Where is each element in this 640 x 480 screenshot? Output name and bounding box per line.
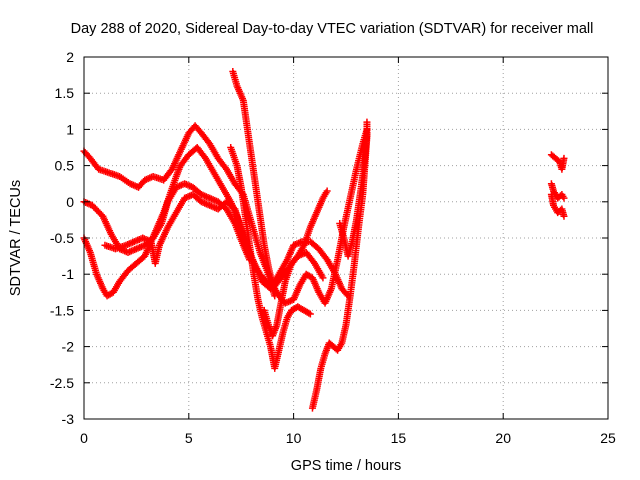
y-tick-label: 2: [66, 49, 74, 65]
series-arc-6: [227, 144, 314, 372]
y-tick-label: -2: [62, 339, 75, 355]
x-tick-label: 25: [600, 430, 616, 446]
data-point: [306, 310, 314, 318]
series-arc-7: [260, 187, 331, 340]
series-arc-12: [547, 191, 568, 220]
y-tick-label: -0.5: [50, 230, 74, 246]
y-axis-label: SDTVAR / TECUs: [8, 180, 24, 296]
data-point: [319, 274, 327, 282]
series-arc-10: [547, 151, 568, 173]
grid: [84, 57, 608, 419]
y-tick-label: -1: [62, 266, 75, 282]
x-tick-label: 20: [495, 430, 511, 446]
y-tick-label: 0.5: [55, 158, 75, 174]
x-tick-label: 10: [286, 430, 302, 446]
y-tick-label: -1.5: [50, 302, 74, 318]
data-point: [560, 212, 568, 220]
x-tick-label: 15: [391, 430, 407, 446]
y-ticks: -3 -2.5 -2 -1.5 -1 -0.5 0 0.5 1 1.5 2: [50, 49, 608, 427]
data-point: [363, 118, 371, 126]
data-point: [560, 194, 568, 202]
x-ticks: 0 5 10 15 20 25: [80, 57, 616, 446]
x-tick-label: 0: [80, 430, 88, 446]
y-tick-label: 0: [66, 194, 74, 210]
y-tick-label: 1.5: [55, 85, 75, 101]
x-tick-label: 5: [185, 430, 193, 446]
data-points: [80, 67, 568, 412]
y-tick-label: -2.5: [50, 375, 74, 391]
y-tick-label: 1: [66, 121, 74, 137]
data-point: [305, 309, 313, 317]
data-point: [323, 187, 331, 195]
data-point: [560, 154, 568, 162]
series-arc-9: [336, 129, 371, 260]
chart-title: Day 288 of 2020, Sidereal Day-to-day VTE…: [71, 21, 594, 37]
series-arc-5: [229, 67, 371, 307]
data-point: [363, 129, 371, 137]
y-tick-label: -3: [62, 411, 75, 427]
x-axis-label: GPS time / hours: [291, 458, 401, 474]
